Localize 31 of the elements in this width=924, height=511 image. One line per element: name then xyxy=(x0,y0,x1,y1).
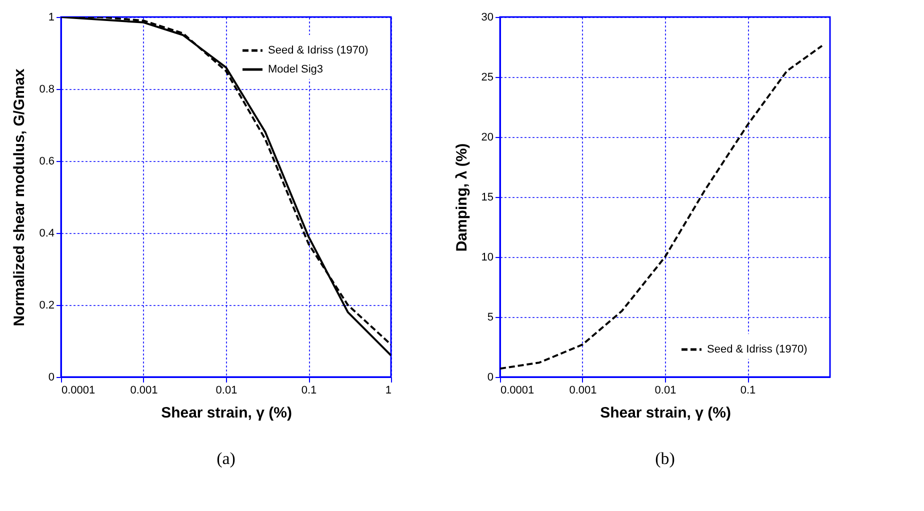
text: (b) xyxy=(655,449,675,468)
y-tick-label: 1 xyxy=(48,12,54,24)
x-tick-label: 0.1 xyxy=(301,384,317,396)
y-axis-title: Damping, λ (%) xyxy=(453,143,470,252)
y-tick-label: 0 xyxy=(48,372,54,384)
y-tick-label: 25 xyxy=(481,72,494,84)
x-tick-label: 0.0001 xyxy=(500,384,534,396)
x-axis-title: Shear strain, γ (%) xyxy=(161,404,292,422)
x-tick-label: 0.01 xyxy=(216,384,238,396)
y-tick-label: 5 xyxy=(487,312,494,324)
x-tick-label: 0.001 xyxy=(130,384,158,396)
y-tick-label: 0.6 xyxy=(39,156,54,168)
y-tick-label: 20 xyxy=(481,132,494,144)
x-tick-label: 1 xyxy=(385,384,392,396)
x-tick-label: 0.001 xyxy=(569,384,597,396)
y-tick-label: 0.2 xyxy=(39,300,54,312)
x-tick-label: 0.01 xyxy=(654,384,676,396)
y-tick-label: 0 xyxy=(487,372,494,384)
legend-label: Model Sig3 xyxy=(268,64,324,76)
legend-label: Seed & Idriss (1970) xyxy=(268,44,368,56)
text: (a) xyxy=(216,449,236,468)
y-tick-label: 30 xyxy=(481,12,494,24)
x-axis-title: Shear strain, γ (%) xyxy=(600,404,731,422)
y-tick-label: 10 xyxy=(481,252,494,264)
y-axis-title: Normalized shear modulus, G/Gmax xyxy=(11,68,28,326)
y-tick-label: 15 xyxy=(481,192,494,204)
y-tick-label: 0.8 xyxy=(39,84,54,96)
x-tick-label: 0.0001 xyxy=(62,384,96,396)
legend-label: Seed & Idriss (1970) xyxy=(707,344,808,356)
x-tick-label: 0.1 xyxy=(740,384,756,396)
y-tick-label: 0.4 xyxy=(39,228,54,240)
